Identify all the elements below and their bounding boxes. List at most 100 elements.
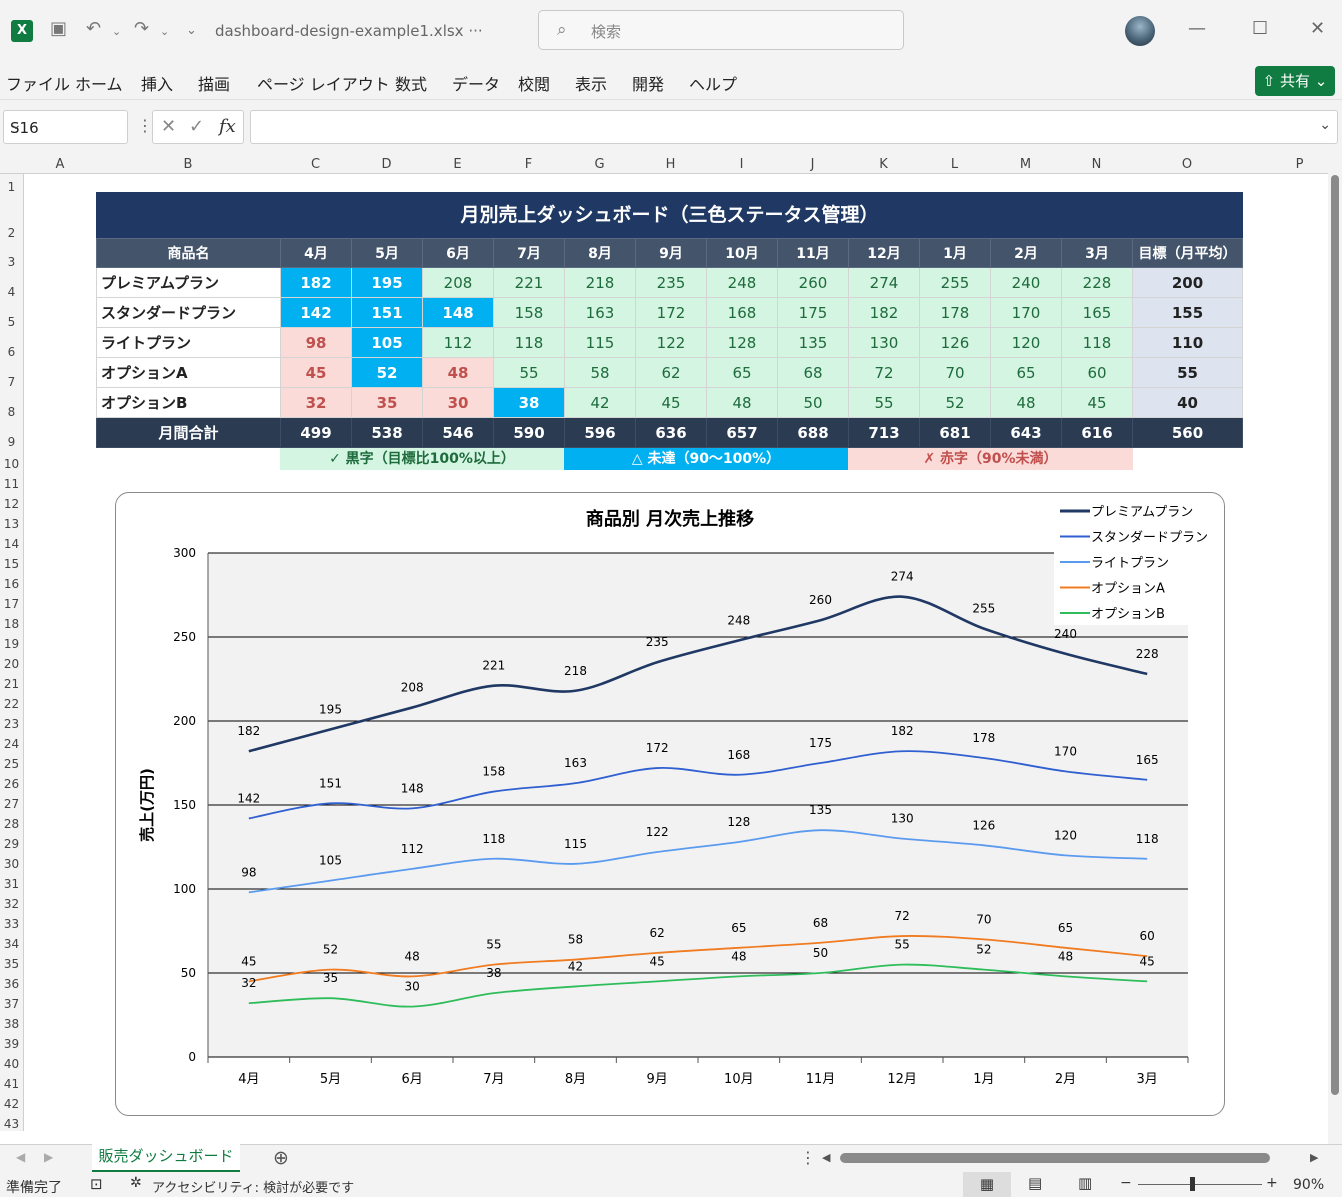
table-header-cell[interactable]: 目標（月平均） — [1132, 238, 1243, 268]
menu-page-layout[interactable]: ページ レイアウト — [257, 75, 390, 94]
table-header-cell[interactable]: 12月 — [848, 238, 920, 268]
scroll-left-icon[interactable]: ◀ — [822, 1151, 831, 1164]
row-header[interactable]: 10 — [0, 449, 24, 471]
column-header[interactable]: J — [777, 155, 848, 174]
row-header[interactable]: 30 — [0, 851, 24, 871]
sales-value-cell[interactable]: 178 — [919, 297, 991, 328]
row-header[interactable]: 40 — [0, 1051, 24, 1071]
column-header[interactable]: F — [493, 155, 564, 174]
row-header[interactable]: 17 — [0, 591, 24, 611]
menu-insert[interactable]: 挿入 — [141, 75, 174, 94]
target-cell[interactable]: 200 — [1132, 267, 1243, 298]
sales-value-cell[interactable]: 62 — [635, 357, 707, 388]
sales-value-cell[interactable]: 118 — [493, 327, 565, 358]
sales-value-cell[interactable]: 158 — [493, 297, 565, 328]
sales-value-cell[interactable]: 165 — [1061, 297, 1133, 328]
row-header[interactable]: 28 — [0, 811, 24, 831]
sales-value-cell[interactable]: 55 — [848, 387, 920, 418]
zoom-out-icon[interactable]: − — [1120, 1175, 1132, 1191]
row-header[interactable]: 15 — [0, 551, 24, 571]
total-value-cell[interactable]: 688 — [777, 417, 849, 448]
sales-value-cell[interactable]: 32 — [280, 387, 352, 418]
sales-value-cell[interactable]: 38 — [493, 387, 565, 418]
row-header[interactable]: 42 — [0, 1091, 24, 1111]
page-break-view-icon[interactable]: ▥ — [1078, 1174, 1093, 1192]
redo-dropdown-icon[interactable]: ⌄ — [160, 25, 170, 38]
sales-value-cell[interactable]: 163 — [564, 297, 636, 328]
close-icon[interactable]: ✕ — [1310, 18, 1326, 39]
row-header[interactable]: 39 — [0, 1031, 24, 1051]
sales-value-cell[interactable]: 195 — [351, 267, 423, 298]
row-header[interactable]: 23 — [0, 711, 24, 731]
vertical-scroll-thumb[interactable] — [1331, 175, 1339, 1095]
column-header[interactable]: O — [1132, 155, 1242, 174]
sales-value-cell[interactable]: 45 — [1061, 387, 1133, 418]
more-options-icon[interactable]: ⋮ — [137, 116, 153, 135]
table-header-cell[interactable]: 7月 — [493, 238, 565, 268]
sales-value-cell[interactable]: 112 — [422, 327, 494, 358]
redo-icon[interactable]: ↷ — [134, 18, 150, 39]
sales-value-cell[interactable]: 50 — [777, 387, 849, 418]
row-header[interactable]: 14 — [0, 531, 24, 551]
table-header-cell[interactable]: 8月 — [564, 238, 636, 268]
table-header-cell[interactable]: 10月 — [706, 238, 778, 268]
row-header[interactable]: 4 — [0, 269, 24, 299]
sales-value-cell[interactable]: 52 — [351, 357, 423, 388]
table-header-cell[interactable]: 1月 — [919, 238, 991, 268]
product-name-cell[interactable]: スタンダードプラン — [96, 297, 281, 328]
sales-value-cell[interactable]: 48 — [422, 357, 494, 388]
sales-value-cell[interactable]: 68 — [777, 357, 849, 388]
row-header[interactable]: 29 — [0, 831, 24, 851]
zoom-level[interactable]: 90% — [1293, 1177, 1325, 1193]
sales-value-cell[interactable]: 126 — [919, 327, 991, 358]
target-cell[interactable]: 55 — [1132, 357, 1243, 388]
zoom-slider[interactable] — [1138, 1184, 1262, 1185]
maximize-icon[interactable]: ☐ — [1252, 18, 1269, 39]
zoom-slider-thumb[interactable] — [1190, 1177, 1195, 1191]
vertical-scrollbar[interactable] — [1328, 155, 1342, 1144]
total-value-cell[interactable]: 636 — [635, 417, 707, 448]
sales-value-cell[interactable]: 35 — [351, 387, 423, 418]
row-header[interactable]: 20 — [0, 651, 24, 671]
menu-file[interactable]: ファイル — [6, 75, 71, 94]
column-header[interactable]: G — [564, 155, 635, 174]
table-header-cell[interactable]: 6月 — [422, 238, 494, 268]
column-header[interactable]: M — [990, 155, 1061, 174]
table-header-cell[interactable]: 商品名 — [96, 238, 281, 268]
sales-value-cell[interactable]: 48 — [706, 387, 778, 418]
row-header[interactable]: 12 — [0, 491, 24, 511]
row-header[interactable]: 22 — [0, 691, 24, 711]
row-header[interactable]: 16 — [0, 571, 24, 591]
sales-value-cell[interactable]: 221 — [493, 267, 565, 298]
row-header[interactable]: 1 — [0, 174, 24, 194]
formula-input[interactable]: ⌄ — [250, 110, 1338, 144]
sales-value-cell[interactable]: 120 — [990, 327, 1062, 358]
sales-value-cell[interactable]: 148 — [422, 297, 494, 328]
sales-value-cell[interactable]: 182 — [280, 267, 352, 298]
expand-formula-icon[interactable]: ⌄ — [1319, 117, 1331, 133]
row-header[interactable]: 34 — [0, 931, 24, 951]
product-name-cell[interactable]: オプションA — [96, 357, 281, 388]
sales-value-cell[interactable]: 70 — [919, 357, 991, 388]
sales-value-cell[interactable]: 274 — [848, 267, 920, 298]
row-header[interactable]: 27 — [0, 791, 24, 811]
sales-value-cell[interactable]: 228 — [1061, 267, 1133, 298]
row-header[interactable]: 41 — [0, 1071, 24, 1091]
accessibility-icon[interactable]: ✲ — [130, 1175, 142, 1191]
target-cell[interactable]: 40 — [1132, 387, 1243, 418]
row-header[interactable]: 31 — [0, 871, 24, 891]
sales-value-cell[interactable]: 182 — [848, 297, 920, 328]
insert-function-icon[interactable]: fx — [219, 116, 236, 137]
column-header[interactable]: B — [96, 155, 280, 174]
sales-value-cell[interactable]: 151 — [351, 297, 423, 328]
sales-value-cell[interactable]: 65 — [706, 357, 778, 388]
column-header[interactable]: I — [706, 155, 777, 174]
column-header[interactable]: A — [24, 155, 96, 174]
sales-value-cell[interactable]: 240 — [990, 267, 1062, 298]
sales-value-cell[interactable]: 60 — [1061, 357, 1133, 388]
product-name-cell[interactable]: ライトプラン — [96, 327, 281, 358]
tab-next-icon[interactable]: ▶ — [44, 1150, 54, 1164]
sales-value-cell[interactable]: 122 — [635, 327, 707, 358]
user-avatar[interactable] — [1125, 16, 1155, 46]
row-header[interactable]: 21 — [0, 671, 24, 691]
